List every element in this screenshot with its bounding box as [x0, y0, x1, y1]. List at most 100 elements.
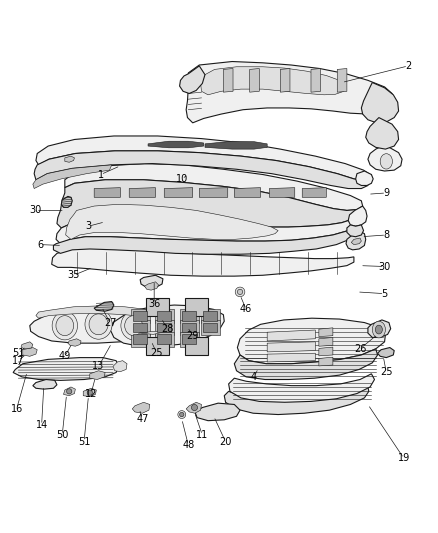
Ellipse shape [178, 410, 186, 418]
Polygon shape [34, 151, 368, 189]
Polygon shape [180, 66, 205, 93]
Ellipse shape [372, 321, 385, 338]
Polygon shape [94, 188, 120, 197]
Polygon shape [131, 320, 150, 335]
Polygon shape [33, 165, 112, 189]
Polygon shape [65, 156, 74, 162]
Text: 6: 6 [37, 240, 43, 249]
Text: 5: 5 [381, 289, 388, 298]
Polygon shape [229, 374, 374, 402]
Polygon shape [113, 361, 127, 372]
Polygon shape [185, 298, 208, 317]
Polygon shape [348, 206, 367, 226]
Polygon shape [66, 204, 278, 239]
Polygon shape [234, 188, 261, 197]
Polygon shape [52, 248, 354, 276]
Polygon shape [199, 188, 228, 197]
Text: 25: 25 [151, 348, 163, 358]
Polygon shape [346, 231, 366, 250]
Text: 28: 28 [161, 324, 173, 334]
Polygon shape [57, 180, 358, 228]
Polygon shape [180, 332, 199, 346]
Polygon shape [90, 371, 105, 379]
Polygon shape [311, 69, 321, 92]
Polygon shape [195, 403, 240, 421]
Polygon shape [146, 298, 169, 317]
Text: 46: 46 [240, 304, 252, 314]
Polygon shape [129, 188, 155, 197]
Polygon shape [267, 353, 315, 362]
Text: 49: 49 [59, 351, 71, 361]
Polygon shape [131, 332, 150, 346]
Text: 16: 16 [11, 404, 23, 414]
Text: 27: 27 [104, 318, 117, 328]
Polygon shape [269, 188, 295, 197]
Ellipse shape [67, 389, 72, 394]
Text: 25: 25 [380, 367, 392, 377]
Polygon shape [133, 334, 147, 344]
Polygon shape [157, 334, 171, 344]
Polygon shape [186, 402, 201, 413]
Polygon shape [53, 231, 354, 254]
Text: 17: 17 [12, 356, 25, 366]
Polygon shape [368, 320, 391, 337]
Polygon shape [361, 83, 399, 123]
Text: 1: 1 [98, 169, 104, 180]
Text: 51: 51 [78, 437, 90, 447]
Polygon shape [36, 136, 371, 181]
Polygon shape [56, 219, 355, 244]
Polygon shape [13, 358, 119, 381]
Ellipse shape [191, 405, 198, 410]
Ellipse shape [380, 154, 392, 169]
Polygon shape [223, 69, 233, 92]
Ellipse shape [180, 413, 184, 417]
Text: 14: 14 [35, 420, 48, 430]
Text: 26: 26 [354, 344, 366, 354]
Polygon shape [146, 336, 169, 355]
Polygon shape [65, 164, 363, 211]
Polygon shape [21, 342, 33, 349]
Polygon shape [132, 402, 150, 413]
Polygon shape [64, 387, 75, 395]
Polygon shape [133, 311, 147, 321]
Ellipse shape [87, 390, 92, 395]
Ellipse shape [125, 316, 142, 336]
Polygon shape [201, 320, 220, 335]
Text: 35: 35 [67, 270, 80, 280]
Polygon shape [157, 311, 171, 321]
Text: 29: 29 [187, 330, 199, 341]
Text: 48: 48 [182, 440, 194, 450]
Polygon shape [366, 118, 399, 149]
Polygon shape [36, 306, 155, 318]
Polygon shape [155, 320, 174, 335]
Polygon shape [224, 387, 369, 415]
Text: 13: 13 [92, 361, 105, 372]
Ellipse shape [237, 289, 243, 295]
Polygon shape [164, 188, 193, 197]
Polygon shape [267, 342, 315, 352]
Ellipse shape [121, 311, 146, 340]
Polygon shape [201, 309, 220, 324]
Ellipse shape [85, 310, 112, 339]
Text: 11: 11 [196, 430, 208, 440]
Polygon shape [234, 349, 378, 379]
Text: 12: 12 [85, 389, 97, 399]
Polygon shape [61, 197, 72, 207]
Ellipse shape [52, 311, 78, 340]
Polygon shape [378, 348, 394, 358]
Polygon shape [237, 318, 385, 364]
Polygon shape [133, 322, 147, 332]
Polygon shape [319, 357, 333, 366]
Polygon shape [145, 282, 159, 290]
Polygon shape [157, 322, 171, 332]
Polygon shape [201, 67, 346, 95]
Polygon shape [110, 305, 224, 346]
Polygon shape [203, 311, 217, 321]
Text: 36: 36 [148, 298, 160, 309]
Text: 19: 19 [398, 454, 410, 463]
Polygon shape [131, 309, 150, 324]
Text: 2: 2 [405, 61, 411, 71]
Polygon shape [140, 275, 163, 287]
Polygon shape [205, 141, 267, 149]
Polygon shape [203, 322, 217, 332]
